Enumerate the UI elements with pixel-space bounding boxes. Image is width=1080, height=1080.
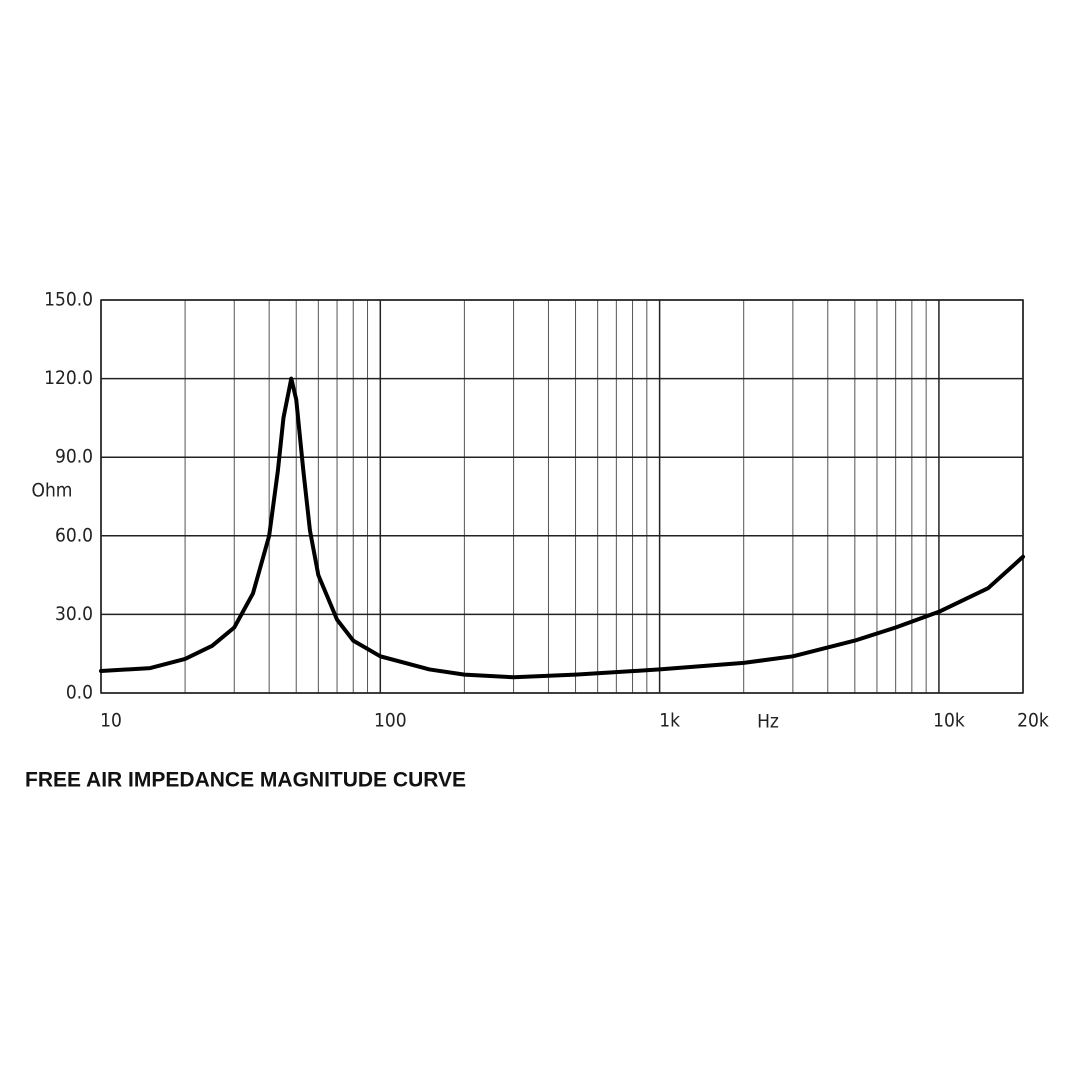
y-tick-label: 0.0 xyxy=(66,682,93,704)
x-tick-label: 100 xyxy=(374,710,407,732)
x-tick-label: 10k xyxy=(933,710,965,732)
y-axis-label: Ohm xyxy=(32,480,73,502)
y-tick-label: 30.0 xyxy=(55,603,93,625)
impedance-curve xyxy=(99,376,1025,680)
plot-border xyxy=(100,299,1024,694)
x-tick-label: 10 xyxy=(100,710,122,732)
chart-title: FREE AIR IMPEDANCE MAGNITUDE CURVE xyxy=(25,769,466,792)
y-tick-label: 120.0 xyxy=(44,367,93,389)
x-tick-label: 1k xyxy=(659,710,680,732)
x-tick-label: 20k xyxy=(1017,710,1049,732)
y-tick-label: 150.0 xyxy=(44,289,93,311)
y-tick-label: 90.0 xyxy=(55,446,93,468)
x-axis-label: Hz xyxy=(757,711,779,733)
y-tick-label: 60.0 xyxy=(55,524,93,546)
